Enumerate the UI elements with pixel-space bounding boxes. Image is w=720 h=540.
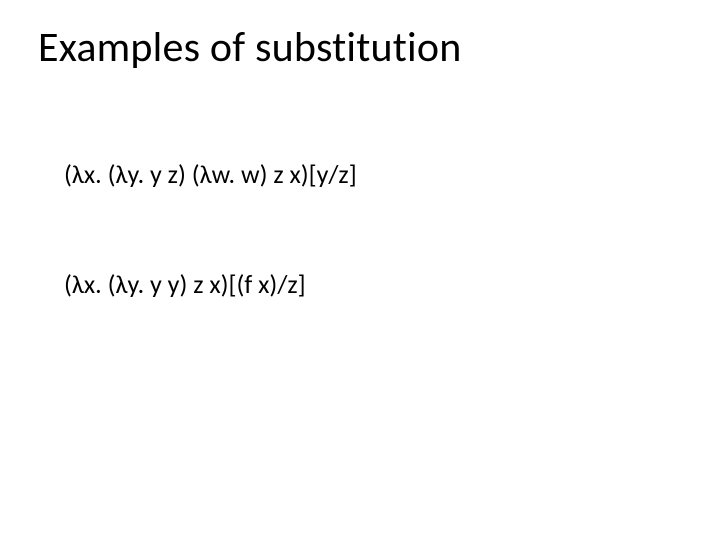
body-line-1: (λx. (λy. y z) (λw. w) z x)[y/z] xyxy=(64,158,357,190)
slide-title: Examples of substitution xyxy=(38,22,461,73)
slide: Examples of substitution (λx. (λy. y z) … xyxy=(0,0,720,540)
body-line-2: (λx. (λy. y y) z x)[(f x)/z] xyxy=(64,268,306,300)
